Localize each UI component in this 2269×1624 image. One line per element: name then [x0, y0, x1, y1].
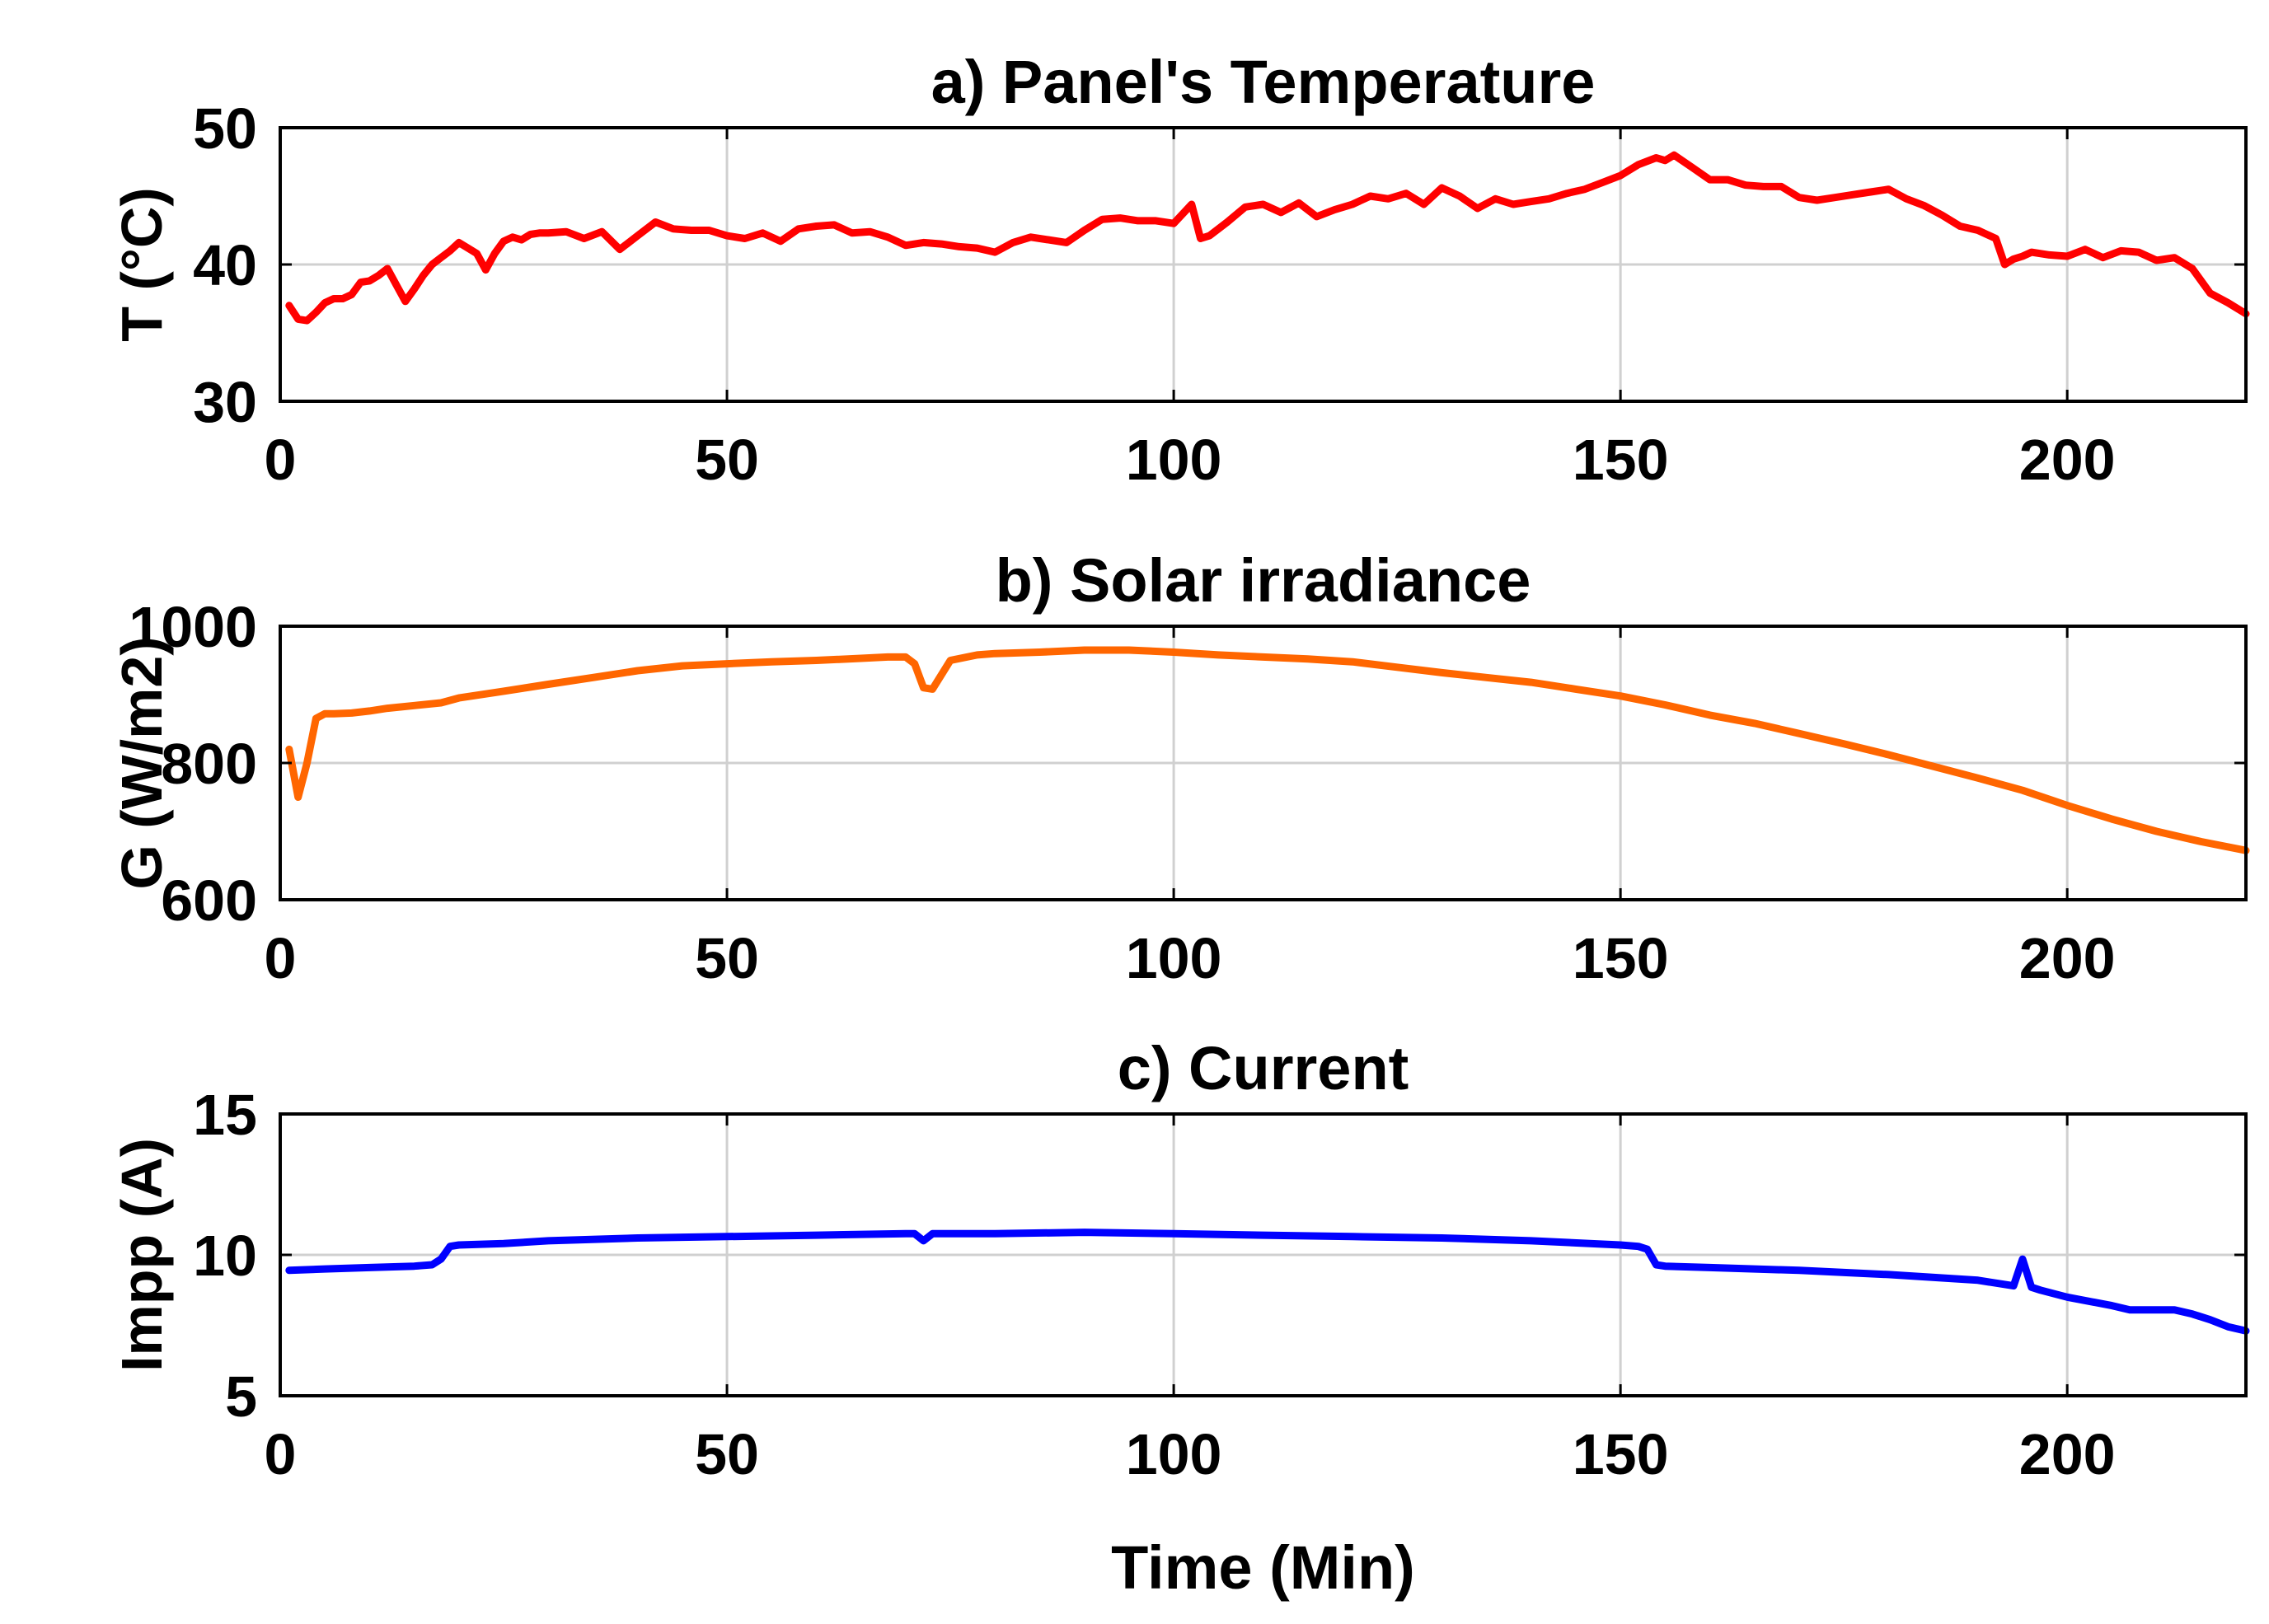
irradiance-ticks: 0 50 100 150 200 600 800 1000 [129, 595, 2246, 990]
irradiance-ylabel: G (W/m2) [110, 636, 174, 889]
panel-current: 0 50 100 150 200 5 10 15 c) Current Impp (A) [110, 1034, 2250, 1486]
current-ylabel: Impp (A) [110, 1138, 174, 1372]
irradiance-series [285, 646, 2250, 854]
panel-temperature: 0 50 100 150 200 30 40 50 a) Panel's Temperatur… [110, 48, 2250, 492]
current-grid [280, 1114, 2246, 1396]
irradiance-title: b) Solar irradiance [996, 546, 1531, 615]
temperature-series-line [285, 151, 2250, 325]
irradiance-series-line [285, 646, 2250, 854]
temperature-ticks: 0 50 100 150 200 30 40 50 [193, 96, 2246, 492]
temperature-title: a) Panel's Temperature [931, 48, 1596, 116]
temperature-x-tick-label: 0 [265, 428, 297, 492]
current-y-tick-label: 5 [225, 1364, 257, 1429]
current-title: c) Current [1118, 1034, 1409, 1102]
current-x-tick-label: 100 [1126, 1422, 1222, 1486]
temperature-y-tick-label: 40 [193, 233, 257, 297]
temperature-x-tick-label: 100 [1126, 428, 1222, 492]
current-y-tick-label: 15 [193, 1083, 257, 1147]
current-x-tick-label: 0 [265, 1422, 297, 1486]
irradiance-x-tick-label: 150 [1573, 926, 1669, 990]
temperature-y-tick-label: 50 [193, 96, 257, 161]
x-axis-label: Time (Min) [1111, 1533, 1415, 1602]
temperature-y-tick-label: 30 [193, 370, 257, 434]
irradiance-x-tick-label: 0 [265, 926, 297, 990]
current-x-tick-label: 200 [2019, 1422, 2116, 1486]
irradiance-x-tick-label: 50 [695, 926, 759, 990]
temperature-x-tick-label: 50 [695, 428, 759, 492]
current-x-tick-label: 150 [1573, 1422, 1669, 1486]
irradiance-x-tick-label: 200 [2019, 926, 2116, 990]
temperature-x-tick-label: 200 [2019, 428, 2116, 492]
irradiance-y-tick-label: 600 [161, 868, 257, 933]
current-y-tick-label: 10 [193, 1224, 257, 1288]
current-ticks: 0 50 100 150 200 5 10 15 [193, 1083, 2246, 1486]
temperature-x-tick-label: 150 [1573, 428, 1669, 492]
current-series [285, 1229, 2250, 1335]
current-x-tick-label: 50 [695, 1422, 759, 1486]
current-series-line [285, 1229, 2250, 1335]
irradiance-y-tick-label: 800 [161, 732, 257, 796]
irradiance-y-tick-label: 1000 [129, 595, 257, 659]
panel-irradiance: 0 50 100 150 200 600 800 1000 b) Solar irradian… [110, 546, 2250, 990]
temperature-ylabel: T (°C) [110, 187, 174, 341]
irradiance-x-tick-label: 100 [1126, 926, 1222, 990]
temperature-series [285, 151, 2250, 325]
